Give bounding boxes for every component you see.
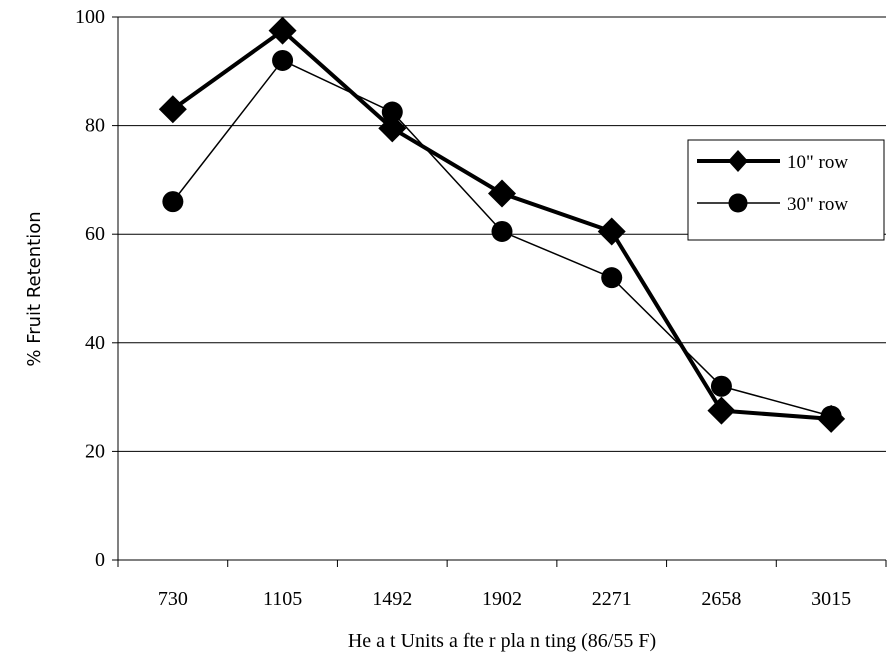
- x-tick-label-2658: 2658: [701, 588, 741, 610]
- marker-30-row-2271: [601, 267, 623, 289]
- marker-10-row-1105: [268, 16, 297, 45]
- y-tick-label-40: 40: [85, 332, 105, 354]
- marker-30-row-730: [162, 191, 184, 213]
- legend-marker-10-row: [728, 150, 748, 172]
- y-tick-label-80: 80: [85, 115, 105, 137]
- marker-30-row-1492: [381, 101, 403, 123]
- x-tick-label-1105: 1105: [263, 588, 302, 610]
- marker-10-row-2271: [597, 217, 626, 246]
- y-tick-label-20: 20: [85, 440, 105, 462]
- marker-30-row-1902: [491, 220, 513, 242]
- y-tick-label-60: 60: [85, 223, 105, 245]
- legend: 10" row 30" row: [687, 139, 885, 241]
- x-tick-label-3015: 3015: [811, 588, 851, 610]
- marker-10-row-2658: [707, 396, 736, 425]
- marker-10-row-1492: [378, 114, 407, 143]
- marker-10-row-1902: [488, 179, 516, 208]
- legend-box: [687, 139, 885, 241]
- y-tick-label-0: 0: [95, 549, 105, 571]
- legend-label-10-row: 10" row: [787, 152, 848, 173]
- x-tick-label-730: 730: [158, 588, 188, 610]
- legend-marker-30-row: [728, 193, 748, 213]
- x-tick-label-2271: 2271: [592, 588, 632, 610]
- x-tick-label-1902: 1902: [482, 588, 522, 610]
- series-markers: [158, 16, 846, 433]
- marker-10-row-730: [158, 95, 187, 124]
- marker-30-row-2658: [710, 375, 732, 397]
- x-axis-label: He a t Units a fte r pla n ting (86/55 F…: [348, 630, 656, 652]
- legend-label-30-row: 30" row: [787, 194, 848, 215]
- marker-30-row-1105: [272, 49, 294, 71]
- x-tick-label-1492: 1492: [372, 588, 412, 610]
- y-axis-label: % Fruit Retention: [24, 211, 45, 366]
- axes: 0 20 40 60 80 100 730 1105 1492 1902 2271 2658 3015: [75, 6, 887, 610]
- marker-10-row-3015: [817, 404, 846, 433]
- y-tick-label-100: 100: [75, 6, 105, 28]
